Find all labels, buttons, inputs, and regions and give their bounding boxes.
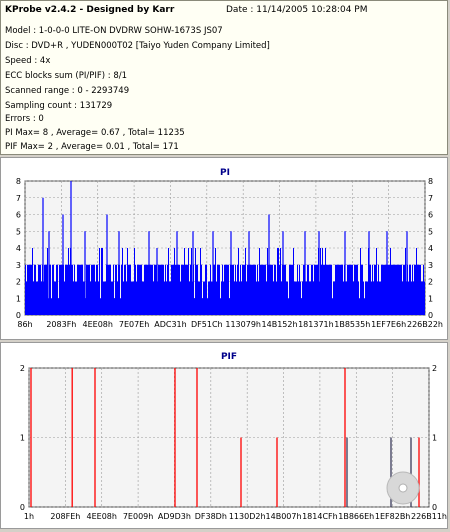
pif-chart: PIF 0 0 1 1 2 2 1h 208FEh 4EE08h 7E009h AD9D3h DF38D… (20, 352, 447, 521)
chart-title: PIF (221, 352, 237, 362)
sampling-line: Sampling count : 131729 (5, 101, 113, 111)
y-tick-label-left: 1 (16, 294, 21, 303)
x-tick-label: 226B11h (411, 512, 447, 521)
x-tick-label: 7E07Eh (119, 320, 149, 329)
y-tick-label-right: 8 (428, 177, 433, 186)
chart-title: PI (220, 168, 230, 178)
pi-chart-panel: PI 0 0 1 1 2 2 3 3 4 4 5 5 6 6 7 7 8 8 86h 2083Fh 4EE08h 7E07E… (0, 157, 448, 340)
pif-chart-panel: PIF 0 0 1 1 2 2 1h 208FEh 4EE08h 7E009h AD9D3h DF38D… (0, 342, 448, 529)
x-tick-label: ADC31h (154, 320, 186, 329)
x-tick-label: 7E009h (123, 512, 153, 521)
y-tick-label-right: 4 (428, 244, 433, 253)
x-tick-label: 113079h (225, 320, 261, 329)
y-tick-label-right: 7 (428, 194, 433, 203)
x-tick-label: 1B866Eh (338, 512, 374, 521)
app-title: KProbe v2.4.2 - Designed by Karr (5, 5, 175, 15)
y-tick-label-right: 2 (428, 278, 433, 287)
y-tick-label-right: 0 (428, 311, 433, 320)
x-tick-label: 1EF82Bh (375, 512, 410, 521)
y-tick-label-left: 0 (20, 503, 25, 512)
y-tick-label-right: 3 (428, 261, 433, 270)
x-tick-label: 208FEh (50, 512, 80, 521)
x-tick-label: 1814CFh (302, 512, 338, 521)
x-tick-label: 1EF7E6h (371, 320, 406, 329)
x-tick-label: 86h (17, 320, 32, 329)
x-tick-label: 4EE08h (87, 512, 117, 521)
x-tick-label: 1B8535h (334, 320, 370, 329)
y-tick-label-left: 2 (16, 278, 21, 287)
ecc-line: ECC blocks sum (PI/PIF) : 8/1 (5, 71, 128, 81)
y-tick-label-right: 5 (428, 227, 433, 236)
x-tick-label: 2083Fh (46, 320, 76, 329)
speed-line: Speed : 4x (5, 56, 51, 66)
disc-hole (398, 483, 408, 493)
range-line: Scanned range : 0 - 2293749 (5, 86, 130, 96)
y-tick-label-left: 0 (16, 311, 21, 320)
x-tick-label: AD9D3h (158, 512, 191, 521)
y-tick-label-right: 6 (428, 211, 433, 220)
x-tick-label: 4EE08h (83, 320, 113, 329)
disc-watermark-icon (386, 471, 420, 505)
x-tick-label: 14B152h (262, 320, 298, 329)
y-tick-label-left: 2 (20, 364, 25, 373)
pi-summary-line: PI Max= 8 , Average= 0.67 , Total= 11235 (5, 128, 185, 138)
y-tick-label-left: 8 (16, 177, 21, 186)
y-tick-label-left: 7 (16, 194, 21, 203)
x-tick-label: 181371h (298, 320, 334, 329)
x-tick-label: 1h (24, 512, 34, 521)
scan-info-panel: KProbe v2.4.2 - Designed by Karr Date : … (0, 0, 448, 155)
y-tick-label-left: 4 (16, 244, 21, 253)
errors-line: Errors : 0 (5, 114, 44, 124)
y-tick-label-left: 6 (16, 211, 21, 220)
x-tick-label: 1130D2h (229, 512, 266, 521)
y-tick-label-left: 5 (16, 227, 21, 236)
x-tick-label: DF51Ch (191, 320, 223, 329)
y-tick-label-left: 1 (20, 434, 25, 443)
pi-chart: PI 0 0 1 1 2 2 3 3 4 4 5 5 6 6 7 7 8 8 86h 2083Fh 4EE08h 7E07E… (16, 168, 443, 329)
x-tick-label: 226B22h (407, 320, 443, 329)
x-tick-label: DF38Dh (195, 512, 227, 521)
y-tick-label-right: 2 (432, 364, 437, 373)
y-tick-label-right: 1 (428, 294, 433, 303)
pif-summary-line: PIF Max= 2 , Average= 0.01 , Total= 171 (5, 142, 179, 152)
y-tick-label-right: 0 (432, 503, 437, 512)
model-line: Model : 1-0-0-0 LITE-ON DVDRW SOHW-1673S… (5, 26, 223, 36)
x-tick-label: 14B007h (266, 512, 302, 521)
scan-date: Date : 11/14/2005 10:28:04 PM (226, 5, 368, 15)
disc-line: Disc : DVD+R , YUDEN000T02 [Taiyo Yuden … (5, 41, 270, 51)
y-tick-label-left: 3 (16, 261, 21, 270)
y-tick-label-right: 1 (432, 434, 437, 443)
